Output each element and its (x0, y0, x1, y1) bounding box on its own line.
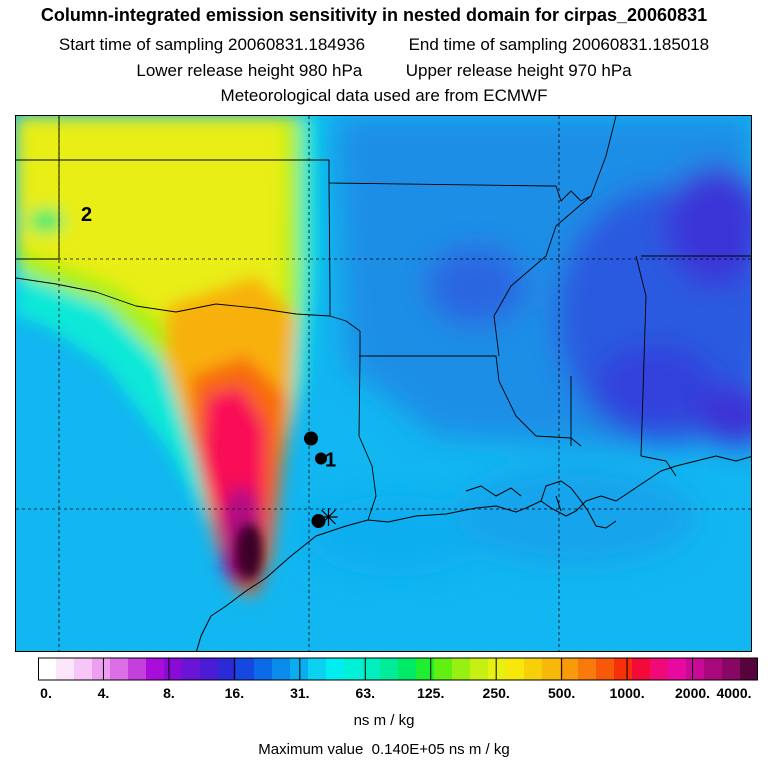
start-time-value: 20060831.184936 (228, 35, 366, 54)
colorbar-swatch (398, 658, 417, 680)
colorbar-swatch (650, 658, 669, 680)
colorbar-swatch (596, 658, 615, 680)
colorbar-swatch (722, 658, 741, 680)
upper-height-value: 970 hPa (568, 61, 632, 80)
end-time-label: End time of sampling (408, 35, 568, 54)
colorbar-tick-label: 2000. (675, 685, 711, 701)
colorbar-swatch (578, 658, 597, 680)
graticule (16, 116, 751, 651)
colorbar-swatch (164, 658, 183, 680)
colorbar-swatch (380, 658, 399, 680)
colorbar-swatch (542, 658, 561, 680)
maximum-value-label: Maximum value (258, 741, 364, 758)
colorbar-tick-label: 63. (355, 685, 375, 701)
sensitivity-map: 1 2 (15, 115, 752, 652)
trajectory-point-b (311, 514, 326, 528)
release-location-star-icon (319, 508, 338, 526)
colorbar-unit: ns m / kg (353, 712, 415, 729)
colorbar-tick-label: 16. (224, 685, 245, 701)
colorbar-swatch (488, 658, 507, 680)
colorbar-swatch (182, 658, 201, 680)
colorbar-swatch (272, 658, 291, 680)
colorbar (38, 657, 758, 681)
colorbar-swatch (416, 658, 435, 680)
plume-core (239, 525, 261, 577)
colorbar-tick-label: 0. (40, 685, 52, 701)
colorbar-swatch (452, 658, 471, 680)
colorbar-swatch (128, 658, 147, 680)
colorbar-swatch (668, 658, 687, 680)
colorbar-tick-label: 250. (482, 685, 510, 701)
colorbar-tick-labels: 0. 4. 8. 16. 31. 63. 125. 250. 500. 1000. 2000. 400… (0, 685, 768, 703)
colorbar-swatch (560, 658, 579, 680)
colorbar-swatch (740, 658, 758, 680)
coastline (196, 455, 751, 651)
colorbar-tick-label: 4. (97, 685, 110, 701)
maximum-value: Maximum value 0.140E+05 ns m / kg (0, 741, 768, 758)
colorbar-swatch (524, 658, 543, 680)
colorbar-swatch (632, 658, 651, 680)
colorbar-tick-label: 31. (290, 685, 310, 701)
political-borders (16, 116, 751, 521)
release-height-line: Lower release height 980 hPa Upper relea… (0, 61, 768, 81)
colorbar-swatch (614, 658, 633, 680)
release-point-1 (315, 452, 327, 465)
lower-height-label: Lower release height (136, 61, 295, 80)
colorbar-swatch (506, 658, 525, 680)
colorbar-swatch (236, 658, 255, 680)
release-point-2-label: 2 (81, 204, 92, 226)
colorbar-swatch (74, 658, 93, 680)
colorbar-swatch (92, 658, 111, 680)
colorbar-swatch (254, 658, 273, 680)
colorbar-swatch (434, 658, 453, 680)
colorbar-swatch (704, 658, 723, 680)
colorbar-swatch (56, 658, 75, 680)
colorbar-tick-label: 1000. (609, 685, 645, 701)
emission-plume (16, 116, 316, 596)
colorbar-swatch (110, 658, 129, 680)
colorbar-tick-label: 8. (163, 685, 175, 701)
met-data-line: Meteorological data used are from ECMWF (220, 86, 548, 105)
end-time-value: 20060831.185018 (572, 35, 710, 54)
colorbar-tick-label: 125. (417, 685, 445, 701)
colorbar-tick-label: 500. (548, 685, 576, 701)
colorbar-swatch (686, 658, 705, 680)
low-sensitivity-field (306, 116, 751, 576)
map-canvas: 1 2 (16, 116, 751, 651)
colorbar-swatch (290, 658, 309, 680)
colorbar-swatch (326, 658, 345, 680)
trajectory-point-a (304, 431, 318, 446)
colorbar-swatch (362, 658, 381, 680)
colorbar-swatch (146, 658, 165, 680)
sampling-time-line: Start time of sampling 20060831.184936 E… (0, 35, 768, 55)
markers: 1 2 (81, 204, 338, 528)
colorbar-tick-label: 4000. (716, 685, 752, 701)
colorbar-swatch (200, 658, 219, 680)
colorbar-swatch (308, 658, 327, 680)
colorbar-swatch (218, 658, 237, 680)
colorbar-swatch (344, 658, 363, 680)
colorbar-swatch (38, 658, 57, 680)
start-time-label: Start time of sampling (58, 35, 224, 54)
maximum-value-number: 0.140E+05 ns m / kg (371, 741, 510, 758)
upper-height-label: Upper release height (405, 61, 564, 80)
plot-title: Column-integrated emission sensitivity i… (40, 5, 708, 25)
colorbar-border (38, 657, 758, 681)
release-point-1-label: 1 (325, 450, 336, 472)
colorbar-swatch (470, 658, 489, 680)
lower-height-value: 980 hPa (298, 61, 363, 80)
